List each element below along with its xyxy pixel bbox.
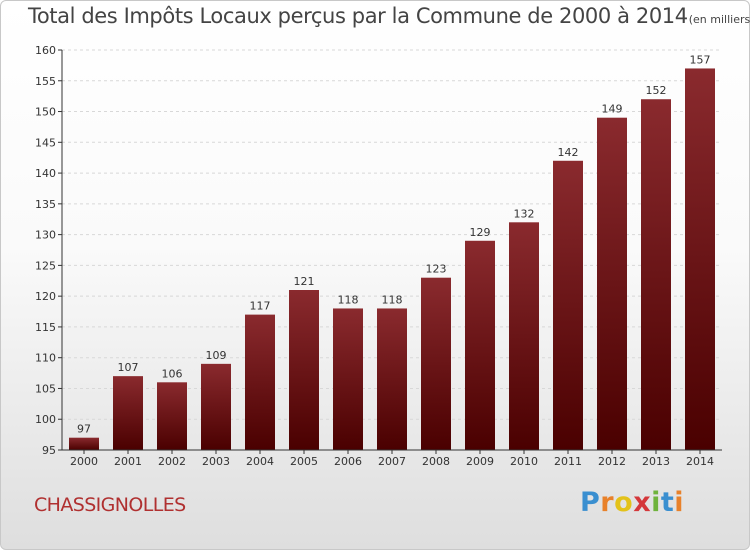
logo-letter: r xyxy=(600,487,615,518)
y-tick-label: 140 xyxy=(35,167,56,180)
bar-value-label: 129 xyxy=(470,226,491,239)
x-tick-label: 2007 xyxy=(378,455,406,468)
x-tick-label: 2014 xyxy=(686,455,714,468)
bar-value-label: 132 xyxy=(514,207,535,220)
logo-letter: P xyxy=(580,487,601,518)
bar xyxy=(553,160,583,450)
x-tick-label: 2001 xyxy=(114,455,142,468)
y-tick-label: 110 xyxy=(35,352,56,365)
logo-letter: i xyxy=(651,487,661,518)
y-tick-label: 135 xyxy=(35,198,56,211)
bar-value-label: 121 xyxy=(294,275,315,288)
bar xyxy=(333,308,363,450)
bar xyxy=(289,290,319,450)
logo-letter: i xyxy=(674,487,685,518)
bar-value-label: 149 xyxy=(602,103,623,116)
logo-letter: o xyxy=(614,487,634,518)
bar-value-label: 152 xyxy=(646,84,667,97)
bar xyxy=(201,363,231,450)
bar xyxy=(113,376,143,450)
bar xyxy=(597,117,627,450)
bar-value-label: 97 xyxy=(77,423,91,436)
bar-value-label: 157 xyxy=(690,53,711,66)
bar-value-label: 118 xyxy=(338,293,359,306)
chart-title-unit: (en milliers d'€) xyxy=(688,13,750,26)
bar xyxy=(245,314,275,450)
x-tick-label: 2002 xyxy=(158,455,186,468)
bar-value-label: 107 xyxy=(118,361,139,374)
labels: 95 100 105 110 115 120 125 130 135 140 145 150 155 16… xyxy=(35,44,714,468)
bar-value-label: 142 xyxy=(558,146,579,159)
bar-value-label: 117 xyxy=(250,300,271,313)
x-tick-label: 2012 xyxy=(598,455,626,468)
bar xyxy=(465,240,495,450)
proxiti-logo: Proxiti xyxy=(580,487,684,518)
x-tick-label: 2006 xyxy=(334,455,362,468)
y-tick-label: 145 xyxy=(35,136,56,149)
bar xyxy=(157,382,187,450)
bar xyxy=(685,68,715,450)
chart-title-text: Total des Impôts Locaux perçus par la Co… xyxy=(28,4,688,28)
axes xyxy=(58,49,722,454)
bar-value-label: 106 xyxy=(162,367,183,380)
x-tick-label: 2013 xyxy=(642,455,670,468)
logo-letter: x xyxy=(633,487,652,518)
bar-value-label: 118 xyxy=(382,293,403,306)
y-tick-label: 105 xyxy=(35,382,56,395)
x-tick-label: 2003 xyxy=(202,455,230,468)
bar xyxy=(421,277,451,450)
y-tick-label: 100 xyxy=(35,413,56,426)
logo-letter: t xyxy=(660,487,675,518)
bar xyxy=(509,222,539,450)
bars xyxy=(69,68,715,450)
x-tick-label: 2008 xyxy=(422,455,450,468)
y-tick-label: 125 xyxy=(35,259,56,272)
x-tick-label: 2000 xyxy=(70,455,98,468)
x-tick-label: 2010 xyxy=(510,455,538,468)
y-tick-label: 130 xyxy=(35,229,56,242)
bar xyxy=(641,99,671,450)
chart-title: Total des Impôts Locaux perçus par la Co… xyxy=(28,4,750,28)
commune-name: CHASSIGNOLLES xyxy=(34,494,186,516)
y-tick-label: 155 xyxy=(35,75,56,88)
x-tick-label: 2005 xyxy=(290,455,318,468)
y-tick-label: 95 xyxy=(42,444,56,457)
bar-value-label: 123 xyxy=(426,263,447,276)
bar xyxy=(69,437,99,450)
bar xyxy=(377,308,407,450)
bar-value-label: 109 xyxy=(206,349,227,362)
y-tick-label: 120 xyxy=(35,290,56,303)
x-tick-label: 2004 xyxy=(246,455,274,468)
x-tick-label: 2011 xyxy=(554,455,582,468)
y-tick-label: 150 xyxy=(35,106,56,119)
y-tick-label: 115 xyxy=(35,321,56,334)
x-tick-label: 2009 xyxy=(466,455,494,468)
y-tick-label: 160 xyxy=(35,44,56,57)
